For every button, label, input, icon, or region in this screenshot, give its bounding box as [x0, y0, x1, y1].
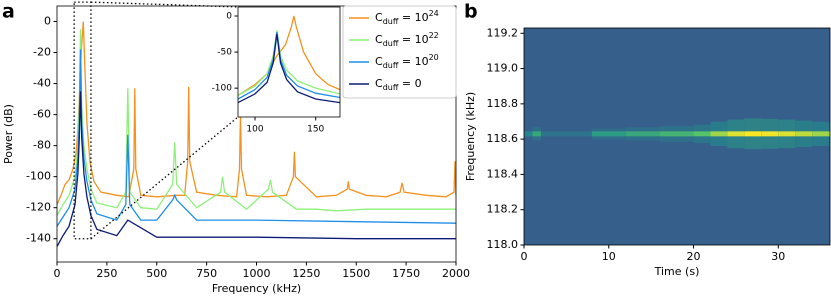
spectral-line — [524, 131, 533, 137]
x-tick-label: 750 — [196, 267, 217, 280]
legend-label: Cduff = 1022 — [375, 31, 439, 48]
y-tick-label: 0 — [44, 15, 51, 28]
spectral-line — [727, 131, 745, 137]
y-tick-label: 118.4 — [487, 167, 519, 180]
spectral-line — [744, 131, 762, 137]
zoom-box — [73, 1, 92, 240]
spectral-line — [591, 131, 626, 137]
x-tick-label: 150 — [307, 125, 324, 135]
plot-area — [238, 15, 340, 104]
y-tick-label: 119.2 — [487, 26, 519, 39]
legend-box — [342, 5, 457, 99]
spectral-line — [540, 131, 592, 137]
spectrogram-area — [524, 28, 830, 245]
y-tick-label: 0 — [226, 12, 232, 22]
spectral-line — [761, 131, 779, 137]
y-tick-label: 118.6 — [487, 132, 519, 145]
y-tick-label: 118.0 — [487, 238, 519, 251]
spectral-line — [795, 131, 813, 137]
x-tick-label: 2000 — [442, 267, 470, 280]
axes-frame — [56, 5, 457, 263]
x-tick-label: 30 — [771, 250, 785, 263]
y-tick-label: -100 — [212, 84, 233, 94]
series-line — [57, 29, 456, 216]
x-tick-label: 0 — [54, 267, 61, 280]
y-tick-label: 118.2 — [487, 203, 519, 216]
x-tick-label: 1750 — [392, 267, 420, 280]
axes-frame — [523, 27, 831, 246]
series-line — [57, 91, 456, 247]
y-axis-label: Power (dB) — [2, 104, 15, 164]
y-tick-label: -40 — [33, 77, 51, 90]
series-line — [238, 33, 340, 104]
y-tick-label: 118.8 — [487, 97, 519, 110]
spectral-line — [710, 131, 728, 137]
series-line — [57, 21, 456, 205]
y-tick-label: -120 — [26, 201, 51, 214]
x-tick-label: 250 — [96, 267, 117, 280]
y-tick-label: -60 — [33, 108, 51, 121]
zoom-connector — [90, 1, 239, 8]
x-axis-label: Time (s) — [654, 265, 700, 278]
x-tick-label: 100 — [246, 125, 263, 135]
y-tick-label: -140 — [26, 232, 51, 245]
spectral-line — [532, 131, 541, 137]
legend-label: Cduff = 0 — [375, 77, 422, 92]
x-tick-label: 20 — [687, 250, 701, 263]
axes-bg — [238, 7, 340, 117]
inset-frame — [237, 6, 341, 118]
x-tick-label: 0 — [521, 250, 528, 263]
y-tick-label: -50 — [217, 48, 232, 58]
spectral-line — [778, 131, 796, 137]
plot-area — [57, 21, 456, 247]
panel-label: a — [2, 1, 15, 23]
x-tick-label: 10 — [602, 250, 616, 263]
spectral-line — [659, 131, 694, 137]
x-tick-label: 1500 — [342, 267, 370, 280]
x-axis-label: Frequency (kHz) — [212, 282, 301, 295]
panel-label: b — [464, 1, 478, 23]
spectral-line — [625, 131, 660, 137]
y-tick-label: 119.0 — [487, 62, 519, 75]
x-tick-label: 500 — [146, 267, 167, 280]
y-tick-label: -20 — [33, 46, 51, 59]
y-tick-label: -100 — [26, 170, 51, 183]
spectral-line — [693, 131, 711, 137]
y-axis-label: Frequency (kHz) — [464, 92, 477, 181]
x-tick-label: 1250 — [292, 267, 320, 280]
spectral-line — [812, 131, 830, 137]
y-tick-label: -80 — [33, 139, 51, 152]
x-tick-label: 1000 — [243, 267, 271, 280]
legend-label: Cduff = 1020 — [375, 53, 439, 70]
legend-label: Cduff = 1024 — [375, 9, 439, 26]
